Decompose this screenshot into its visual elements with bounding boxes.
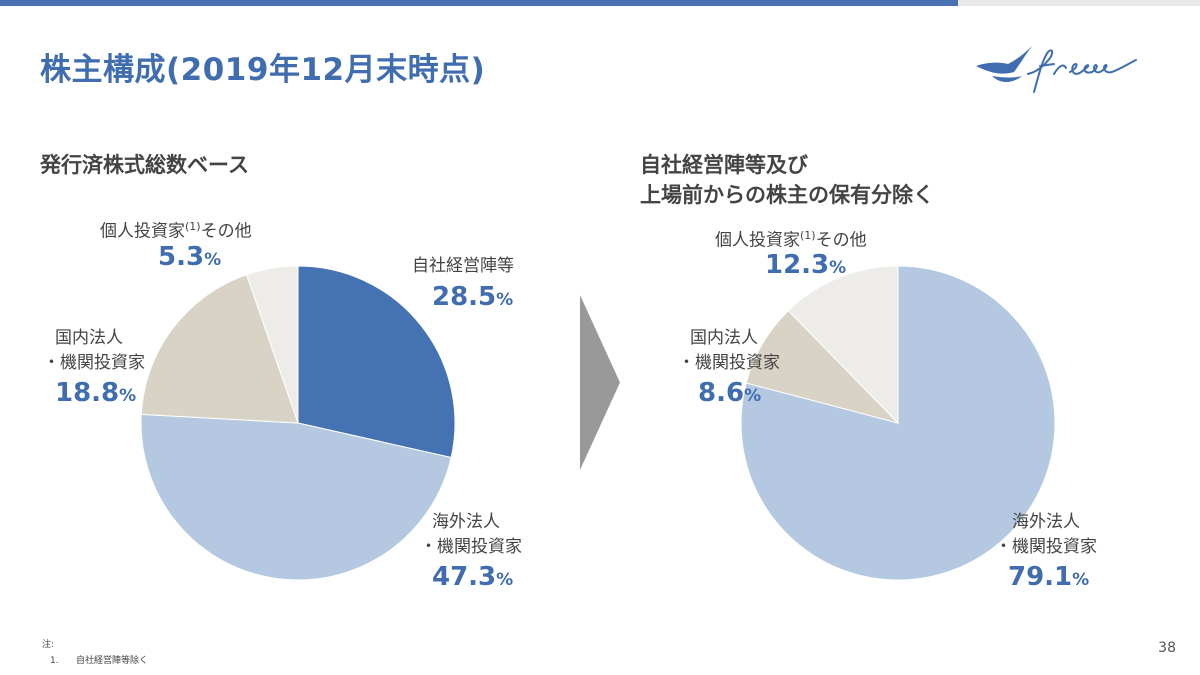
swallow-icon bbox=[976, 46, 1032, 82]
right-chart-title-line2: 上場前からの株主の保有分除く bbox=[640, 183, 934, 207]
right-chart-title-line1: 自社経営陣等及び bbox=[640, 153, 808, 177]
right-label-foreign-1: 海外法人 bbox=[1012, 512, 1080, 532]
left-pct-own: 28.5% bbox=[432, 282, 514, 312]
right-pie-slice-2 bbox=[787, 265, 899, 425]
page-title: 株主構成(2019年12月末時点) bbox=[40, 52, 486, 88]
left-label-individual: 個人投資家(1)その他 bbox=[100, 220, 252, 242]
right-pct-domestic: 8.6% bbox=[698, 378, 762, 408]
top-accent-bar bbox=[0, 0, 958, 6]
right-label-domestic-1: 国内法人 bbox=[690, 328, 758, 348]
transition-arrow-icon bbox=[580, 295, 620, 470]
right-pie-slice-1 bbox=[745, 309, 900, 424]
left-pie-slice-3 bbox=[245, 265, 299, 424]
left-pie-slice-2 bbox=[140, 274, 299, 424]
right-label-foreign-2: ・機関投資家 bbox=[995, 537, 1097, 557]
page-number: 38 bbox=[1158, 640, 1176, 656]
pie-chart-shareholders-total bbox=[140, 265, 456, 581]
left-label-foreign-2: ・機関投資家 bbox=[420, 537, 522, 557]
right-pct-individual: 12.3% bbox=[765, 250, 847, 280]
pie-chart-shareholders-excluding-insiders bbox=[740, 265, 1056, 581]
left-label-domestic-1: 国内法人 bbox=[55, 328, 123, 348]
right-label-domestic-2: ・機関投資家 bbox=[678, 353, 780, 373]
left-pct-domestic: 18.8% bbox=[55, 378, 137, 408]
left-pct-foreign: 47.3% bbox=[432, 562, 514, 592]
note-item-1: 1. 自社経営陣等除く bbox=[50, 656, 149, 666]
left-pct-individual: 5.3% bbox=[158, 242, 222, 272]
left-label-foreign-1: 海外法人 bbox=[432, 512, 500, 532]
right-pie-slice-0 bbox=[740, 265, 1056, 581]
freee-logo bbox=[976, 46, 1137, 93]
left-pie-slice-0 bbox=[297, 265, 456, 459]
left-pie-slice-1 bbox=[140, 413, 452, 581]
top-gray-bar bbox=[958, 0, 1200, 6]
right-pct-foreign: 79.1% bbox=[1008, 562, 1090, 592]
notes-heading: 注: bbox=[42, 640, 55, 650]
left-label-own: 自社経営陣等 bbox=[412, 256, 514, 276]
left-chart-title: 発行済株式総数ベース bbox=[40, 153, 249, 177]
right-label-individual: 個人投資家(1)その他 bbox=[715, 229, 867, 251]
left-label-domestic-2: ・機関投資家 bbox=[43, 353, 145, 373]
